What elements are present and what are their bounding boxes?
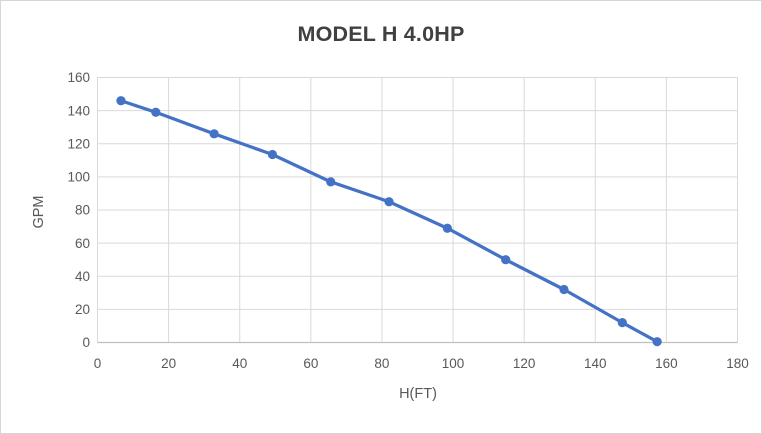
data-point-marker: [442, 223, 452, 233]
x-tick-label: 140: [584, 356, 607, 371]
y-tick-label: 120: [67, 136, 90, 151]
x-tick-label: 0: [94, 356, 102, 371]
data-point-marker: [559, 284, 569, 295]
y-tick-label: 100: [67, 170, 90, 185]
y-tick-label: 40: [75, 269, 90, 284]
x-tick-label: 180: [726, 356, 749, 371]
x-tick-label: 40: [232, 356, 247, 371]
x-axis-title: H(FT): [399, 386, 437, 402]
x-tick-label: 80: [374, 356, 389, 371]
x-tick-label: 120: [513, 356, 536, 371]
x-tick-label: 60: [303, 356, 318, 371]
data-point-marker: [209, 129, 219, 139]
x-tick-label: 100: [442, 356, 465, 371]
x-tick-label: 20: [161, 356, 176, 371]
series-line: [119, 99, 659, 344]
chart-title: MODEL H 4.0HP: [297, 22, 465, 46]
y-tick-label: 60: [75, 236, 90, 251]
y-tick-label: 140: [67, 103, 90, 118]
data-point-marker: [384, 197, 394, 207]
data-point-marker: [326, 177, 336, 187]
data-point-marker: [116, 96, 126, 106]
y-tick-label: 20: [75, 302, 90, 317]
y-tick-label: 160: [67, 70, 90, 85]
data-point-marker: [652, 337, 662, 347]
y-tick-label: 0: [82, 335, 90, 350]
data-point-marker: [617, 318, 627, 328]
data-point-marker: [151, 107, 161, 117]
x-tick-label: 160: [655, 356, 678, 371]
data-point-marker: [501, 255, 511, 265]
data-point-marker: [267, 149, 278, 160]
y-tick-label: 80: [75, 203, 90, 218]
